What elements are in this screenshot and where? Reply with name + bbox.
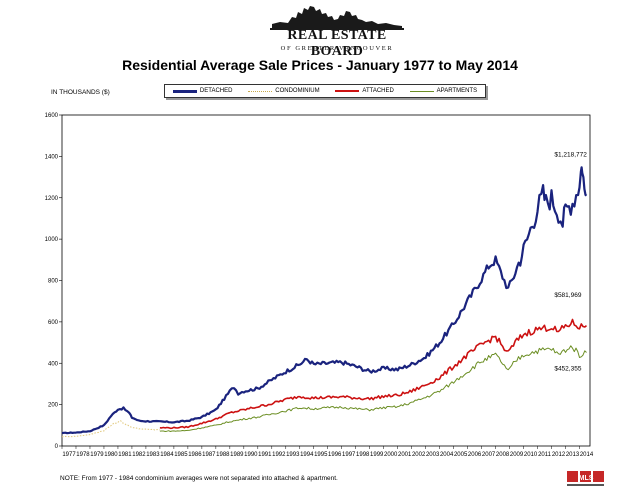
x-tick-label: 1988	[216, 452, 230, 458]
x-tick-label: 2002	[412, 452, 426, 458]
x-tick-label: 1983	[146, 452, 160, 458]
x-tick-label: 2000	[384, 452, 398, 458]
x-tick-label: 2010	[524, 452, 538, 458]
x-tick-label: 1996	[328, 452, 342, 458]
legend-label-apartments: APARTMENTS	[436, 88, 478, 94]
city-skyline-icon	[270, 6, 404, 30]
annotation-attached: $581,969	[554, 292, 581, 299]
y-tick-label: 400	[48, 361, 59, 367]
y-tick-label: 200	[48, 403, 59, 409]
x-tick-label: 2011	[538, 452, 552, 458]
legend-swatch-attached	[335, 90, 360, 92]
x-tick-label: 2005	[454, 452, 468, 458]
series-line-condominium	[61, 420, 160, 438]
legend-label-condominium: CONDOMINIUM	[275, 88, 320, 94]
x-tick-label: 2003	[426, 452, 440, 458]
logo-title: REAL ESTATE BOARD	[287, 28, 387, 59]
x-tick-label: 2013	[566, 452, 580, 458]
x-tick-label: 1995	[314, 452, 328, 458]
legend-label-attached: ATTACHED	[362, 88, 394, 94]
y-tick-label: 0	[55, 444, 59, 450]
mls-logo-icon: MLS	[567, 471, 604, 486]
x-tick-label: 1982	[132, 452, 146, 458]
x-tick-label: 2004	[440, 452, 454, 458]
x-tick-label: 1993	[286, 452, 300, 458]
x-tick-label: 2009	[510, 452, 524, 458]
chart-legend: DETACHED CONDOMINIUM ATTACHED APARTMENTS	[164, 84, 486, 98]
y-axis-label: IN THOUSANDS ($)	[51, 89, 110, 96]
x-tick-label: 1998	[356, 452, 370, 458]
x-tick-label: 2001	[398, 452, 412, 458]
x-tick-label: 1994	[300, 452, 314, 458]
board-logo: REAL ESTATE BOARD OF GREATER VANCOUVER	[262, 2, 412, 59]
y-tick-label: 1600	[45, 113, 59, 119]
x-tick-label: 1992	[272, 452, 286, 458]
legend-label-detached: DETACHED	[199, 88, 233, 94]
x-tick-label: 2007	[482, 452, 496, 458]
mls-logo-text: MLS	[579, 475, 594, 482]
series-line-apartments	[159, 345, 587, 432]
x-tick-label: 1990	[244, 452, 258, 458]
y-tick-label: 1000	[45, 237, 59, 243]
x-tick-label: 1985	[174, 452, 188, 458]
x-tick-label: 1978	[76, 452, 90, 458]
x-tick-label: 1980	[104, 452, 118, 458]
legend-item-condominium: CONDOMINIUM	[248, 88, 320, 94]
x-tick-label: 1999	[370, 452, 384, 458]
legend-swatch-apartments	[409, 90, 434, 92]
y-tick-label: 800	[48, 279, 59, 285]
x-tick-label: 1984	[160, 452, 174, 458]
footnote: NOTE: From 1977 - 1984 condominium avera…	[60, 475, 338, 482]
x-tick-label: 2014	[580, 452, 594, 458]
y-tick-label: 1200	[45, 196, 59, 202]
x-tick-label: 1981	[118, 452, 132, 458]
legend-swatch-detached	[172, 89, 197, 93]
legend-swatch-condominium	[248, 90, 273, 92]
x-tick-label: 1997	[342, 452, 356, 458]
legend-item-detached: DETACHED	[172, 88, 233, 94]
x-tick-label: 2006	[468, 452, 482, 458]
legend-item-apartments: APARTMENTS	[409, 88, 478, 94]
legend-item-attached: ATTACHED	[335, 88, 394, 94]
x-tick-label: 1989	[230, 452, 244, 458]
annotation-detached: $1,218,772	[554, 151, 587, 158]
logo-subtitle: OF GREATER VANCOUVER	[280, 45, 394, 52]
y-tick-label: 600	[48, 320, 59, 326]
x-tick-label: 1986	[188, 452, 202, 458]
y-tick-label: 1400	[45, 154, 59, 160]
annotation-apartments: $452,355	[554, 365, 581, 372]
x-tick-label: 1979	[90, 452, 104, 458]
series-line-detached	[61, 166, 588, 435]
x-tick-label: 1987	[202, 452, 216, 458]
x-tick-label: 1991	[258, 452, 272, 458]
x-tick-label: 2012	[552, 452, 566, 458]
chart-title: Residential Average Sale Prices - Januar…	[122, 57, 518, 73]
x-tick-label: 1977	[62, 452, 76, 458]
x-tick-label: 2008	[496, 452, 510, 458]
series-line-attached	[159, 318, 588, 430]
